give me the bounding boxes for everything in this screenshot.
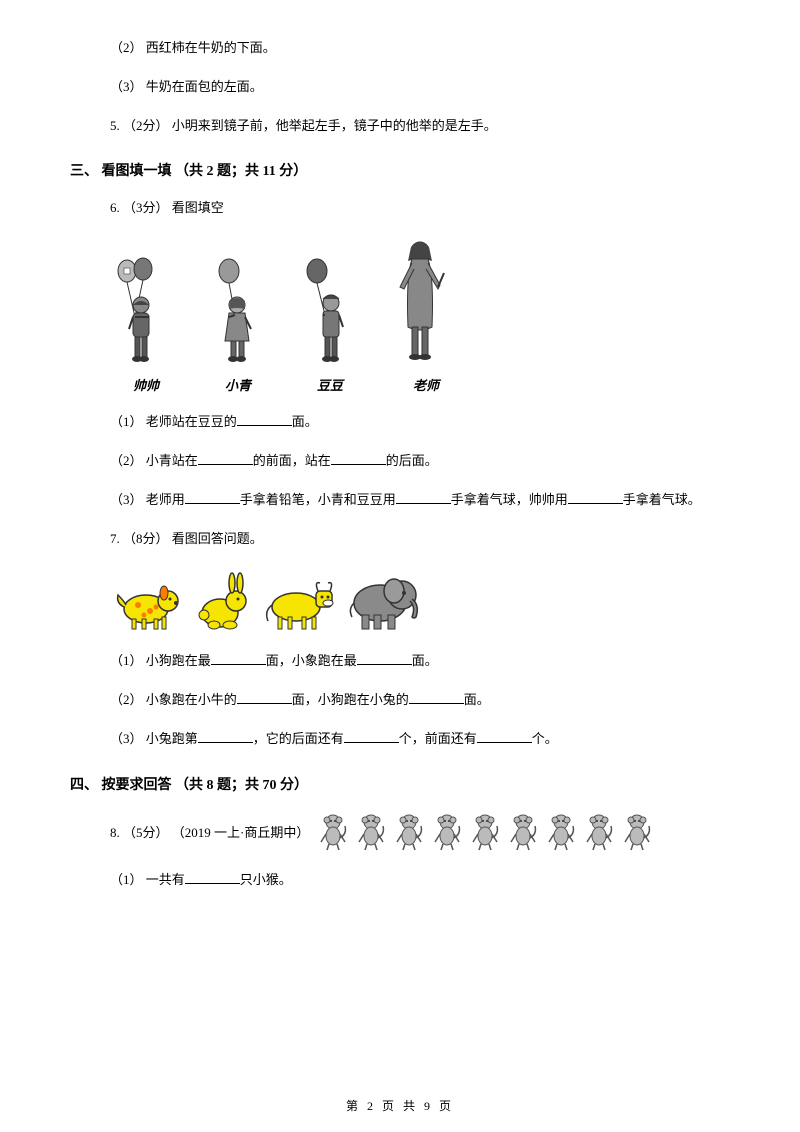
figure-xiaoqing: 小青	[202, 257, 274, 394]
q6-2-text-c: 的后面。	[386, 453, 438, 468]
q7-1-a: （1） 小狗跑在最	[110, 653, 211, 668]
q6-3-text-d: 手拿着气球。	[623, 492, 701, 507]
q7-2-a: （2） 小象跑在小牛的	[110, 692, 237, 707]
blank	[198, 729, 253, 743]
blank	[237, 690, 292, 704]
q6-1-text-b: 面。	[292, 414, 318, 429]
figure-shuaishuai: 帅帅	[110, 257, 182, 394]
blank	[185, 870, 240, 884]
child-balloon2-icon	[299, 257, 361, 367]
child-balloons-icon	[115, 257, 177, 367]
figure-doudou: 豆豆	[294, 257, 366, 394]
q6-2-text-b: 的前面，站在	[253, 453, 331, 468]
q8-1-b: 只小猴。	[240, 872, 292, 887]
blank	[331, 451, 386, 465]
q6-sub1: （1） 老师站在豆豆的 面。	[110, 412, 730, 433]
q4-sub3: （3） 牛奶在面包的左面。	[110, 77, 730, 98]
q6-3-text-c: 手拿着气球，帅帅用	[451, 492, 568, 507]
monkey-icon	[621, 812, 655, 852]
q6-1-text-a: （1） 老师站在豆豆的	[110, 414, 237, 429]
figure-label-2: 小青	[225, 375, 251, 394]
q6-sub3: （3） 老师用 手拿着铅笔，小青和豆豆用 手拿着气球，帅帅用 手拿着气球。	[110, 490, 730, 511]
q6-3-text-b: 手拿着铅笔，小青和豆豆用	[240, 492, 396, 507]
blank	[568, 490, 623, 504]
q7-3-d: 个。	[532, 731, 558, 746]
monkey-icon	[469, 812, 503, 852]
q7-3-a: （3） 小兔跑第	[110, 731, 198, 746]
q7-sub1: （1） 小狗跑在最 面，小象跑在最 面。	[110, 651, 730, 672]
blank	[198, 451, 253, 465]
figure-label-4: 老师	[413, 375, 439, 394]
q7-title: 7. （8分） 看图回答问题。	[110, 529, 730, 550]
section3-header: 三、 看图填一填 （共 2 题；共 11 分）	[70, 160, 730, 180]
figure-teacher: 老师	[386, 237, 466, 394]
blank	[344, 729, 399, 743]
q6-3-text-a: （3） 老师用	[110, 492, 185, 507]
q8-sub1: （1） 一共有 只小猴。	[110, 870, 730, 891]
q6-sub2: （2） 小青站在 的前面，站在 的后面。	[110, 451, 730, 472]
q7-sub3: （3） 小兔跑第 ，它的后面还有 个，前面还有 个。	[110, 729, 730, 750]
child-balloon-icon	[207, 257, 269, 367]
teacher-icon	[390, 237, 462, 367]
figures-row: 帅帅 小青 豆豆	[110, 237, 730, 394]
blank	[185, 490, 240, 504]
section4-header: 四、 按要求回答 （共 8 题；共 70 分）	[70, 774, 730, 794]
monkey-icon	[355, 812, 389, 852]
figure-label-1: 帅帅	[133, 375, 159, 394]
q8-1-a: （1） 一共有	[110, 872, 185, 887]
q7-sub2: （2） 小象跑在小牛的 面，小狗跑在小兔的 面。	[110, 690, 730, 711]
rabbit-icon	[190, 571, 254, 633]
q4-sub2: （2） 西红柿在牛奶的下面。	[110, 38, 730, 59]
blank	[237, 412, 292, 426]
blank	[211, 651, 266, 665]
q7-2-c: 面。	[464, 692, 490, 707]
dog-icon	[110, 575, 184, 633]
blank	[409, 690, 464, 704]
monkey-icon	[317, 812, 351, 852]
monkey-row	[317, 812, 655, 852]
blank	[357, 651, 412, 665]
q7-1-c: 面。	[412, 653, 438, 668]
monkey-icon	[431, 812, 465, 852]
monkey-icon	[507, 812, 541, 852]
animals-row	[110, 567, 730, 633]
monkey-icon	[583, 812, 617, 852]
page-footer: 第 2 页 共 9 页	[0, 1097, 800, 1114]
q7-3-c: 个，前面还有	[399, 731, 477, 746]
q7-1-b: 面，小象跑在最	[266, 653, 357, 668]
figure-label-3: 豆豆	[317, 375, 343, 394]
q6-2-text-a: （2） 小青站在	[110, 453, 198, 468]
q6-title: 6. （3分） 看图填空	[110, 198, 730, 219]
q7-2-b: 面，小狗跑在小兔的	[292, 692, 409, 707]
monkey-icon	[393, 812, 427, 852]
q7-3-b: ，它的后面还有	[253, 731, 344, 746]
cow-icon	[260, 571, 338, 633]
q8-line: 8. （5分） （2019 一上·商丘期中）	[110, 812, 730, 852]
monkey-icon	[545, 812, 579, 852]
blank	[477, 729, 532, 743]
blank	[396, 490, 451, 504]
elephant-icon	[344, 567, 426, 633]
q8-text-a: 8. （5分） （2019 一上·商丘期中）	[110, 822, 309, 841]
q5: 5. （2分） 小明来到镜子前，他举起左手，镜子中的他举的是左手。	[110, 116, 730, 137]
